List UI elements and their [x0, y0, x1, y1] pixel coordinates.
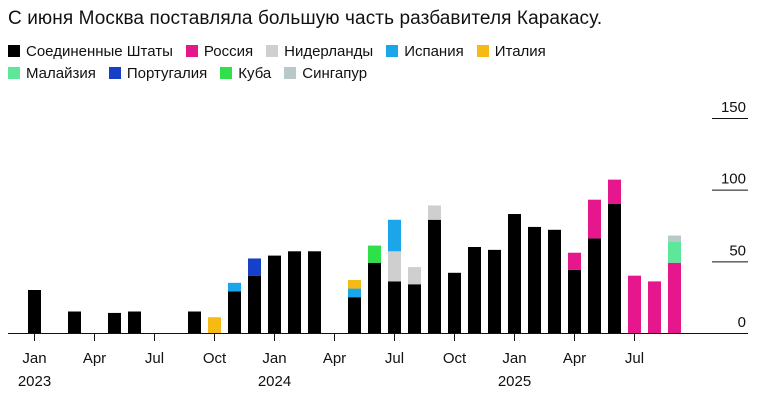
- legend-row: Малайзия Португалия Куба Сингапур: [8, 62, 708, 84]
- bar-segment: [468, 247, 481, 333]
- bar-segment: [108, 312, 121, 333]
- legend-swatch: [108, 67, 121, 79]
- bar-segment: [428, 219, 441, 333]
- legend-item: Италия: [476, 42, 546, 60]
- bar-segment: [348, 297, 361, 333]
- legend-swatch: [8, 45, 20, 57]
- bar-segment: [408, 284, 421, 333]
- bar-segment: [568, 252, 581, 270]
- legend-item: Испания: [386, 43, 464, 60]
- legend-item: Сингапур: [284, 65, 367, 82]
- bar-segment: [508, 214, 521, 333]
- bar-segment: [228, 291, 241, 333]
- chart-title: С июня Москва поставляла большую часть р…: [8, 8, 603, 29]
- bar-segment: [368, 262, 381, 333]
- legend-item: Куба: [220, 65, 271, 82]
- bar-segment: [628, 275, 641, 333]
- x-tick-label: Apr: [563, 350, 586, 367]
- bar-segment: [188, 311, 201, 333]
- bar-segment: [308, 251, 321, 333]
- legend-item: Португалия: [108, 64, 208, 82]
- y-tick-label: 50: [729, 242, 746, 259]
- x-tick-label: Oct: [203, 350, 227, 367]
- bar-segment: [588, 238, 601, 333]
- bar-segment: [248, 275, 261, 333]
- legend-item: Россия: [185, 42, 254, 60]
- bar-segment: [608, 204, 621, 333]
- x-year-label: 2024: [258, 373, 291, 390]
- legend-swatch: [266, 45, 279, 57]
- legend-label: Сингапур: [302, 64, 368, 82]
- x-year-label: 2025: [498, 373, 531, 390]
- bar-segment: [568, 269, 581, 333]
- legend-label: Португалия: [126, 64, 208, 82]
- legend-item: Нидерланды: [266, 43, 373, 60]
- x-tick-label: Jul: [385, 350, 404, 367]
- bar-segment: [268, 255, 281, 333]
- legend-swatch: [220, 67, 233, 79]
- x-tick-label: Apr: [323, 350, 346, 367]
- bar-segment: [388, 281, 401, 333]
- x-tick-label: Jan: [22, 350, 46, 367]
- legend-label: Россия: [203, 42, 254, 60]
- bar-segment: [488, 249, 501, 333]
- y-tick-label: 0: [738, 314, 746, 331]
- bar-segment: [388, 219, 401, 252]
- legend-label: Нидерланды: [284, 42, 374, 60]
- legend-label: Италия: [494, 42, 546, 60]
- x-tick-label: Jul: [625, 350, 644, 367]
- legend-label: Испания: [404, 42, 464, 60]
- legend-swatch: [386, 45, 399, 57]
- x-tick-label: Apr: [83, 350, 106, 367]
- x-tick-label: Oct: [443, 350, 467, 367]
- y-tick-label: 100: [721, 171, 746, 188]
- bar-segment: [668, 262, 681, 333]
- legend-swatch: [185, 45, 198, 57]
- legend-swatch: [8, 67, 20, 79]
- x-tick-label: Jan: [502, 350, 526, 367]
- legend-item: Соединенные Штаты: [8, 43, 173, 60]
- bar-segment: [288, 251, 301, 333]
- x-year-label: 2023: [18, 373, 51, 390]
- bar-segment: [228, 282, 241, 292]
- legend-swatch: [476, 45, 489, 57]
- chart-legend: Соединенные Штаты Россия Нидерланды Испания…: [8, 40, 708, 84]
- bar-segment: [428, 205, 441, 220]
- y-tick-label: 150: [721, 99, 746, 116]
- legend-label: Куба: [238, 64, 272, 82]
- bar-segment: [68, 311, 81, 333]
- legend-label: Соединенные Штаты: [26, 42, 173, 60]
- bar-segment: [128, 311, 141, 333]
- legend-row: Соединенные Штаты Россия Нидерланды Испания…: [8, 40, 708, 62]
- x-tick-label: Jul: [145, 350, 164, 367]
- bar-segment: [348, 288, 361, 298]
- bar-segment: [668, 235, 681, 242]
- bar-segment: [208, 317, 221, 333]
- bar-segment: [668, 241, 681, 263]
- bar-segment: [368, 245, 381, 263]
- legend-item: Малайзия: [8, 65, 96, 82]
- bar-segment: [528, 226, 541, 333]
- bar-segment: [448, 272, 461, 333]
- bar-segment: [248, 258, 261, 276]
- bar-segment: [608, 179, 621, 204]
- legend-swatch: [284, 67, 297, 79]
- bar-segment: [388, 251, 401, 282]
- bar-segment: [548, 229, 561, 333]
- bar-segment: [588, 199, 601, 239]
- bar-segment: [408, 267, 421, 285]
- legend-label: Малайзия: [26, 64, 96, 82]
- bar-segment: [348, 279, 361, 289]
- bar-segment: [28, 290, 41, 333]
- bar-segment: [648, 281, 661, 333]
- x-tick-label: Jan: [262, 350, 286, 367]
